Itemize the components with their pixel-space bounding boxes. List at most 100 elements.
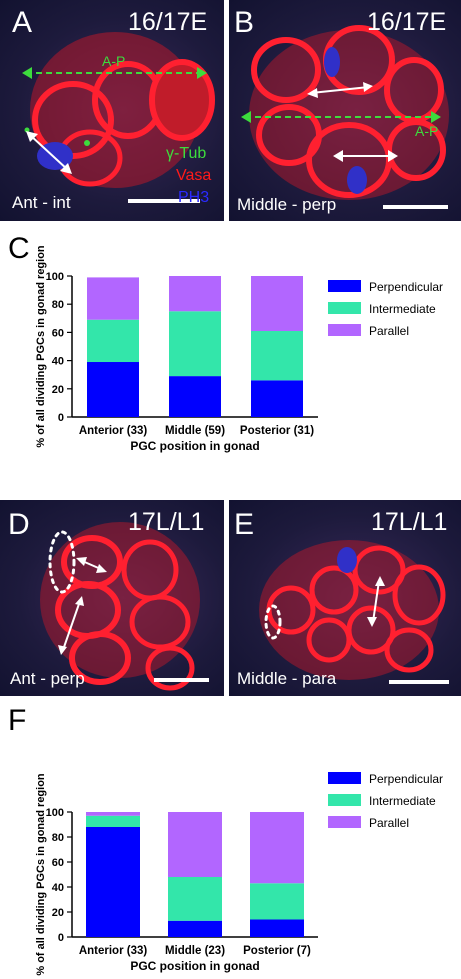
bar-segment-parallel: [168, 812, 222, 877]
panel-a-cells: [22, 32, 215, 203]
bar-segment-perpendicular: [168, 920, 222, 937]
bar-segment-perpendicular: [87, 362, 139, 417]
chart-c: 0 20 40 60 80 100 Anterior (33) Middle (59) Post…: [0, 230, 461, 480]
legend-label-parallel: Parallel: [369, 324, 409, 338]
legend-label-perpendicular: Perpendicular: [369, 280, 443, 294]
niche-outline: [264, 604, 282, 640]
cell: [251, 37, 321, 103]
y-axis-label: % of all dividing PGCs in gonad region: [35, 245, 47, 448]
stage-label-b: 16/17E: [367, 8, 447, 36]
bar-segment-parallel: [250, 812, 304, 884]
bar-segment-parallel: [251, 276, 303, 331]
stain-label-ph3: PH3: [178, 189, 210, 206]
stage-label-d: 17L/L1: [128, 508, 205, 536]
legend-swatch-perpendicular: [328, 280, 361, 292]
chart-c-svg: 0 20 40 60 80 100 Anterior (33) Middle (59) Post…: [35, 245, 443, 453]
dna-blob: [324, 47, 340, 77]
x-tick-label: Middle (23): [165, 945, 225, 957]
condition-label-b: Middle - perp: [237, 195, 337, 214]
legend-label-perpendicular: Perpendicular: [369, 772, 443, 786]
x-axis-label: PGC position in gonad: [130, 959, 259, 973]
panel-letter-c: C: [8, 232, 30, 265]
cell-cluster: [30, 32, 200, 188]
chart-f: 0 20 40 60 80 100 Anterior (33) Middle (23) Post…: [0, 706, 461, 976]
dna-blob: [337, 547, 357, 573]
cell: [386, 119, 446, 181]
stage-label-e: 17L/L1: [371, 508, 448, 536]
y-tick-label: 0: [58, 412, 64, 424]
y-tick-label: 20: [52, 384, 64, 396]
legend-label-parallel: Parallel: [369, 816, 409, 830]
ap-axis-label-b: A-P: [415, 123, 439, 139]
x-axis-label: PGC position in gonad: [130, 439, 259, 453]
panel-letter-e: E: [234, 508, 255, 541]
division-arrow: [29, 134, 69, 171]
y-tick-label: 0: [58, 932, 64, 944]
bar-segment-parallel: [86, 812, 140, 816]
cell: [145, 645, 195, 691]
bar-segment-intermediate: [86, 815, 140, 827]
cell: [352, 545, 406, 595]
cell: [384, 627, 434, 673]
panel-e-micrograph: E 17L/L1 Middle - para: [229, 500, 461, 696]
bar-segment-intermediate: [168, 877, 222, 921]
cell: [69, 631, 131, 685]
division-arrow: [310, 86, 370, 94]
bar-segment-perpendicular: [251, 380, 303, 417]
cell: [149, 59, 215, 141]
stain-label-tub: γ-Tub: [166, 145, 207, 162]
x-tick-label: Middle (59): [165, 425, 225, 437]
x-tick-label: Posterior (31): [240, 425, 314, 437]
stage-label-a: 16/17E: [128, 8, 208, 36]
y-tick-label: 60: [52, 857, 64, 869]
scale-bar: [389, 680, 449, 684]
bar-segment-intermediate: [169, 311, 221, 377]
legend-swatch-intermediate: [328, 794, 361, 806]
x-tick-label: Anterior (33): [79, 425, 148, 437]
panel-b-cells: [241, 25, 449, 209]
x-tick-label: Posterior (7): [243, 945, 311, 957]
ap-arrowhead-left: [22, 67, 32, 79]
legend-label-intermediate: Intermediate: [369, 794, 436, 808]
panel-letter-d: D: [8, 508, 30, 541]
y-tick-label: 80: [52, 832, 64, 844]
condition-label-d: Ant - perp: [10, 669, 85, 688]
bar-segment-parallel: [87, 277, 139, 320]
panel-b-micrograph: B 16/17E A-P Middle - perp: [229, 0, 461, 221]
y-tick-label: 60: [52, 327, 64, 339]
condition-label-a: Ant - int: [12, 193, 71, 212]
legend-swatch-parallel: [328, 816, 361, 828]
ap-axis-label-a: A-P: [102, 53, 126, 69]
bar-segment-intermediate: [250, 883, 304, 920]
y-tick-label: 40: [52, 882, 64, 894]
x-tick-label: Anterior (33): [79, 945, 148, 957]
panel-d-cells: [40, 522, 209, 691]
cell: [309, 565, 359, 615]
bar-segment-parallel: [169, 276, 221, 312]
cell: [346, 605, 396, 655]
division-arrow: [62, 600, 81, 651]
legend-label-intermediate: Intermediate: [369, 302, 436, 316]
bar-segment-perpendicular: [169, 376, 221, 417]
y-tick-label: 100: [46, 271, 64, 283]
panel-letter-b: B: [234, 6, 255, 39]
cell: [392, 564, 446, 626]
scale-bar: [128, 199, 200, 203]
scale-bar: [383, 205, 448, 209]
y-axis-label: % of all dividing PGCs in gonad region: [35, 773, 47, 976]
bar-segment-intermediate: [251, 330, 303, 381]
legend-swatch-perpendicular: [328, 772, 361, 784]
cell: [129, 594, 191, 650]
panel-letter-a: A: [12, 6, 33, 39]
niche-outline: [48, 530, 76, 594]
bar-segment-intermediate: [87, 319, 139, 363]
legend-swatch-parallel: [328, 324, 361, 336]
y-tick-label: 20: [52, 907, 64, 919]
bar-segment-perpendicular: [86, 827, 140, 937]
scale-bar: [154, 678, 209, 682]
legend-swatch-intermediate: [328, 302, 361, 314]
panel-d-micrograph: D 17L/L1 Ant - perp: [0, 500, 224, 696]
y-tick-label: 80: [52, 299, 64, 311]
panel-letter-f: F: [8, 704, 27, 737]
panel-a-micrograph: A 16/17E A-P γ-Tub Vasa PH3 Ant - int: [0, 0, 224, 221]
